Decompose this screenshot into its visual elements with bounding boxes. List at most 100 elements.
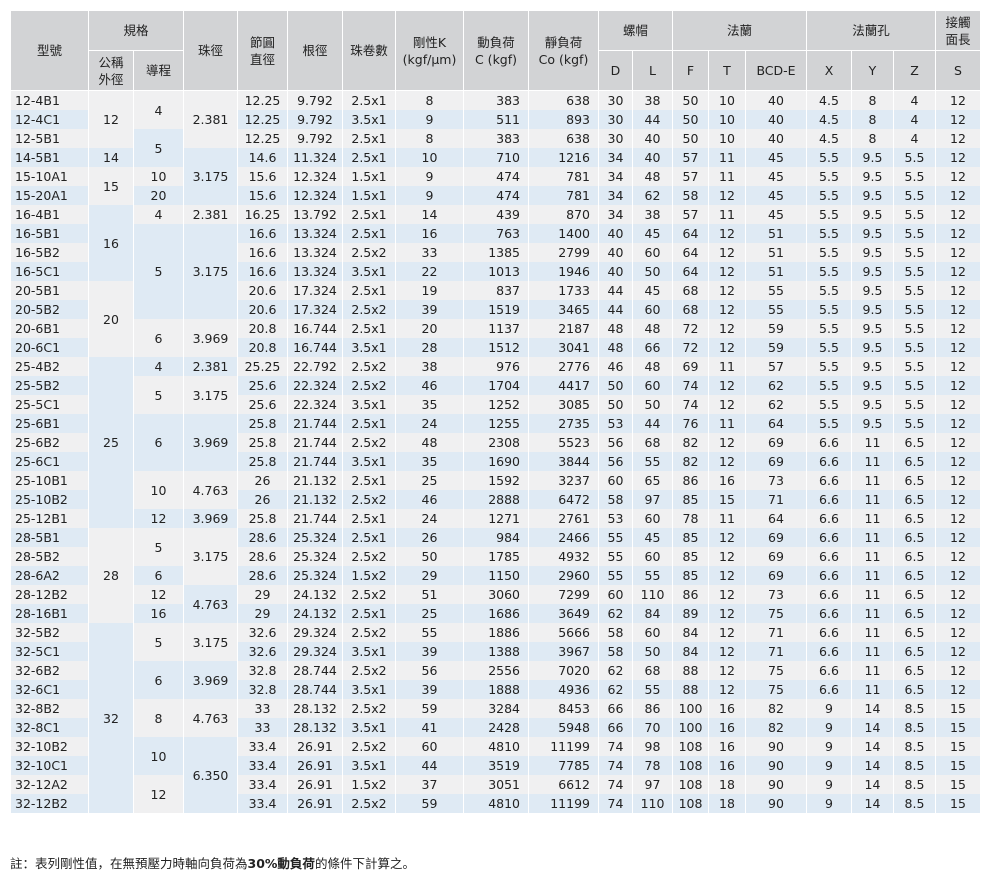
table-cell: 5.5 <box>893 205 936 224</box>
table-row: 20-5B2 20.6 17.324 2.5x2 39 1519 3465 44 60 68 12 5… <box>10 300 981 319</box>
table-cell: 12 <box>708 281 746 300</box>
table-cell: 56 <box>598 452 633 471</box>
table-cell: 33 <box>237 718 288 737</box>
table-cell: 40 <box>632 129 673 148</box>
table-cell: 9 <box>806 775 852 794</box>
table-cell: 72 <box>672 319 709 338</box>
table-cell: 6.5 <box>893 509 936 528</box>
table-cell: 12 <box>133 509 184 528</box>
table-cell: 11199 <box>528 794 599 813</box>
table-cell: 8.5 <box>893 756 936 775</box>
table-cell: 12.324 <box>287 186 343 205</box>
table-cell: 12 <box>935 490 981 509</box>
table-cell: 32 <box>88 623 134 813</box>
header-cell: 型號 <box>10 10 89 91</box>
table-cell: 781 <box>528 186 599 205</box>
table-cell: 69 <box>745 528 807 547</box>
table-cell: 21.132 <box>287 471 343 490</box>
table-cell: 6612 <box>528 775 599 794</box>
table-cell: 11 <box>708 509 746 528</box>
table-cell: 50 <box>672 129 709 148</box>
table-cell: 11.324 <box>287 148 343 167</box>
table-cell: 15 <box>708 490 746 509</box>
table-cell: 20 <box>133 186 184 205</box>
table-cell: 12 <box>935 471 981 490</box>
table-cell: 12 <box>708 224 746 243</box>
table-cell: 75 <box>745 680 807 699</box>
table-cell: 51 <box>745 243 807 262</box>
table-cell: 41 <box>395 718 464 737</box>
table-cell: 12 <box>708 528 746 547</box>
table-cell: 8 <box>851 90 894 110</box>
table-row: 25-6C1 25.8 21.744 3.5x1 35 1690 3844 56 55 82 12 6… <box>10 452 981 471</box>
table-cell: 12 <box>708 243 746 262</box>
table-cell: 40 <box>598 224 633 243</box>
table-cell: 1388 <box>463 642 529 661</box>
table-row: 25-10B2 26 21.132 2.5x2 46 2888 6472 58 97 85 15 71… <box>10 490 981 509</box>
table-cell: 25-6B2 <box>10 433 89 452</box>
table-cell: 108 <box>672 775 709 794</box>
table-cell: 5.5 <box>806 148 852 167</box>
table-cell: 25 <box>88 357 134 528</box>
table-cell: 34 <box>598 148 633 167</box>
table-cell: 8 <box>395 90 464 110</box>
table-cell: 1690 <box>463 452 529 471</box>
table-cell: 2.5x1 <box>342 224 396 243</box>
table-cell: 32-10B2 <box>10 737 89 756</box>
table-row: 32-5C1 32.6 29.324 3.5x1 39 1388 3967 58 50 84 12 7… <box>10 642 981 661</box>
table-cell: 5.5 <box>806 186 852 205</box>
table-cell: 1.5x2 <box>342 566 396 585</box>
table-row: 16-5C1 16.6 13.324 3.5x1 22 1013 1946 40 50 64 12 5… <box>10 262 981 281</box>
table-cell: 25.8 <box>237 509 288 528</box>
table-cell: 2556 <box>463 661 529 680</box>
table-cell: 66 <box>598 718 633 737</box>
table-row: 20-5B1 20 20.6 17.324 2.5x1 19 837 1733 44 45 68 12… <box>10 281 981 357</box>
table-cell: 62 <box>598 680 633 699</box>
table-cell: 9.792 <box>287 110 343 129</box>
table-cell: 5.5 <box>893 186 936 205</box>
table-cell: 28-5B1 <box>10 528 89 547</box>
table-cell: 14 <box>851 775 894 794</box>
table-cell: 16-4B1 <box>10 205 89 224</box>
header-cell: 規格 <box>88 10 184 51</box>
table-cell: 5.5 <box>806 376 852 395</box>
table-cell: 5.5 <box>806 338 852 357</box>
note-text: 的條件下計算之。 <box>314 856 415 871</box>
table-cell: 2.5x2 <box>342 623 396 642</box>
table-cell: 62 <box>632 186 673 205</box>
table-cell: 74 <box>598 737 633 756</box>
table-cell: 11 <box>851 661 894 680</box>
table-cell: 82 <box>745 699 807 718</box>
table-cell: 11 <box>851 433 894 452</box>
table-cell: 68 <box>632 661 673 680</box>
table-cell: 74 <box>672 376 709 395</box>
table-cell: 20.6 <box>237 281 288 300</box>
table-cell: 4 <box>893 90 936 110</box>
table-cell: 20-6B1 <box>10 319 89 338</box>
table-cell: 12 <box>935 433 981 452</box>
table-row: 28-16B1 16 29 24.132 2.5x1 25 1686 3649 62 84 89 12… <box>10 604 981 623</box>
table-cell: 12-5B1 <box>10 129 89 148</box>
table-cell: 1785 <box>463 547 529 566</box>
table-cell: 6.5 <box>893 490 936 509</box>
table-cell: 50 <box>632 395 673 414</box>
table-cell: 3465 <box>528 300 599 319</box>
table-cell: 98 <box>632 737 673 756</box>
table-cell: 3.5x1 <box>342 680 396 699</box>
table-cell: 12 <box>708 547 746 566</box>
table-cell: 24.132 <box>287 585 343 604</box>
table-cell: 10 <box>708 90 746 110</box>
table-cell: 4810 <box>463 737 529 756</box>
table-cell: 16 <box>708 737 746 756</box>
table-body: 12-4B1 12 4 2.381 12.25 9.792 2.5x1 8 383 638 30 38… <box>10 90 981 813</box>
table-cell: 40 <box>598 262 633 281</box>
table-cell: 5.5 <box>893 395 936 414</box>
header-cell: Y <box>851 50 894 91</box>
table-cell: 4.5 <box>806 90 852 110</box>
table-cell: 474 <box>463 167 529 186</box>
table-cell: 28 <box>395 338 464 357</box>
table-row: 32-6C1 32.8 28.744 3.5x1 39 1888 4936 62 55 88 12 7… <box>10 680 981 699</box>
table-cell: 26.91 <box>287 756 343 775</box>
table-cell: 17.324 <box>287 300 343 319</box>
table-cell: 3237 <box>528 471 599 490</box>
